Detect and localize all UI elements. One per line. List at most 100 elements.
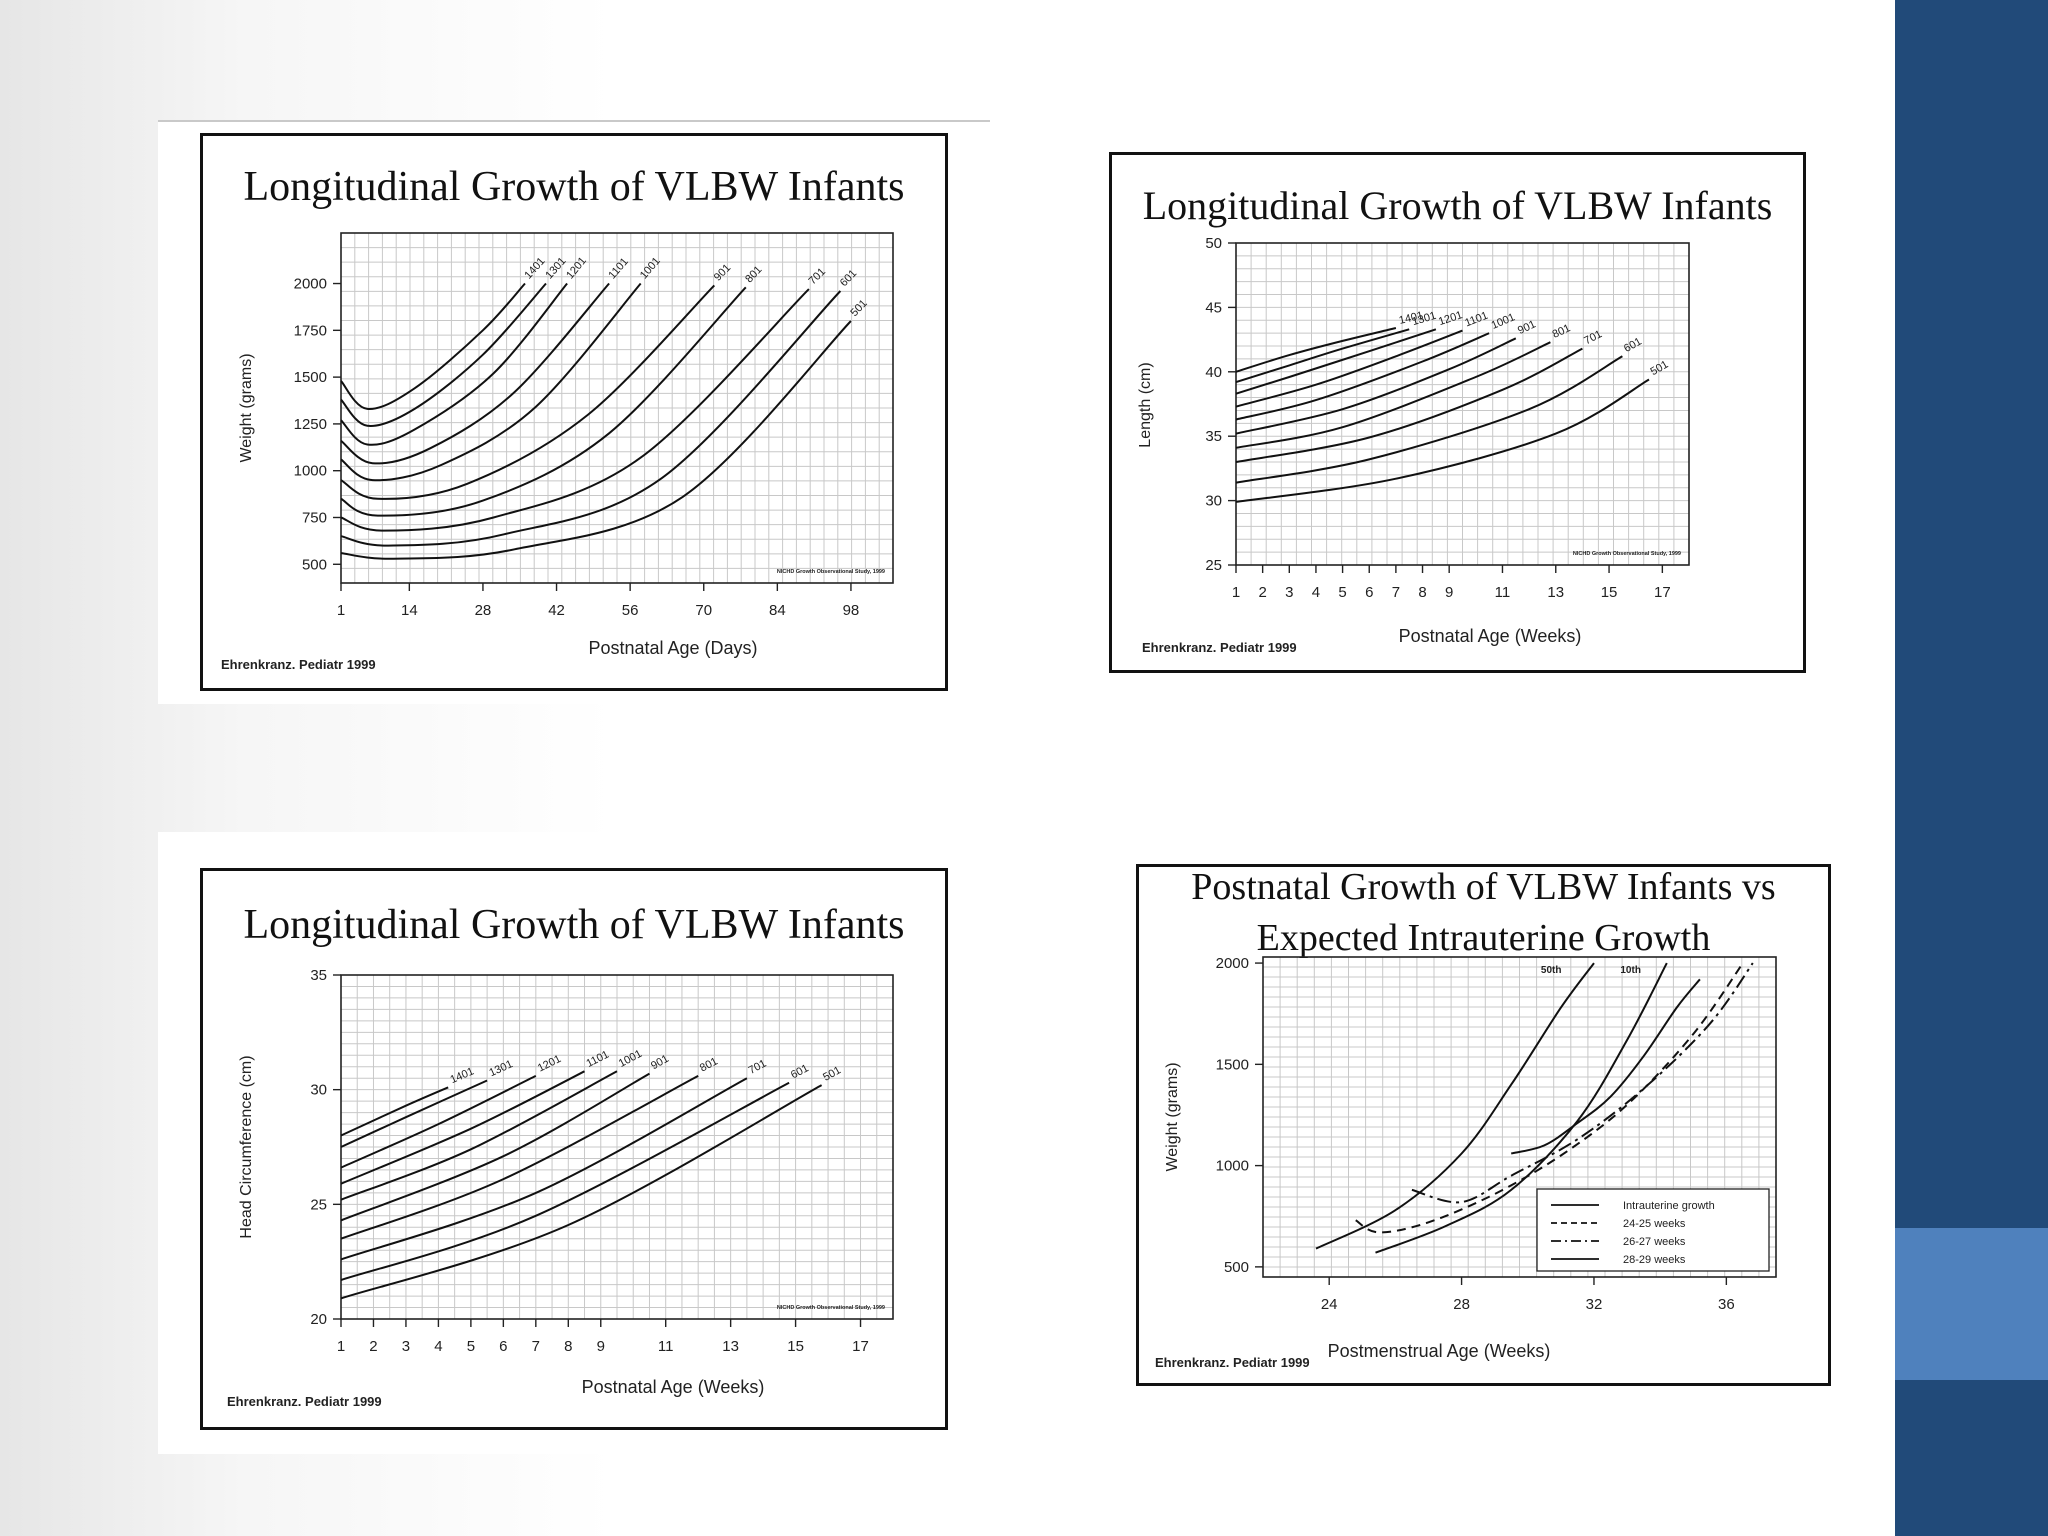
y-tick-label: 30 xyxy=(1205,493,1222,510)
y-tick-label: 1500 xyxy=(1216,1056,1249,1073)
series-line-24-25-weeks xyxy=(1355,962,1744,1234)
series-line-701 xyxy=(1235,347,1583,463)
series-line-1101 xyxy=(1235,329,1463,408)
series-label: 1401 xyxy=(1398,310,1425,327)
series-line-1301 xyxy=(1235,328,1410,384)
plot-border xyxy=(1235,242,1690,566)
x-tick-label: 9 xyxy=(1445,584,1453,601)
x-tick-label: 28 xyxy=(1453,1296,1470,1313)
x-tick-label: 15 xyxy=(1601,584,1618,601)
y-axis-label: Weight (grams) xyxy=(238,353,255,462)
series-label: 1101 xyxy=(606,256,631,282)
y-tick-label: 1500 xyxy=(294,369,327,386)
study-note: NICHD Growth Observational Study, 1999 xyxy=(777,569,885,575)
x-tick-label: 6 xyxy=(1365,584,1373,601)
x-tick-label: 6 xyxy=(499,1338,507,1355)
source-citation: Ehrenkranz. Pediatr 1999 xyxy=(1155,1355,1310,1370)
series-line-701 xyxy=(340,1077,748,1261)
x-tick-label: 11 xyxy=(658,1338,674,1355)
chart-intrauterine: 500 1000 1500 2000 24 28 32 36 Postmenstrual Age… xyxy=(1155,955,1777,1370)
series-line-intrauterine-growth-50th xyxy=(1315,962,1595,1250)
x-tick-label: 15 xyxy=(787,1338,804,1355)
x-tick-label: 17 xyxy=(1654,584,1671,601)
series-line-601 xyxy=(340,290,842,547)
chart-intrauterine-subtitle: Expected Intrauterine Growth xyxy=(1256,917,1711,959)
series-label: 601 xyxy=(838,268,859,290)
series-line-901 xyxy=(340,1072,650,1222)
series-label: 1001 xyxy=(1490,311,1517,332)
series-label: 1101 xyxy=(1463,310,1489,330)
series-line-901 xyxy=(1235,337,1517,435)
x-tick-label: 8 xyxy=(564,1338,572,1355)
y-axis-label: Head Circumference (cm) xyxy=(238,1055,255,1238)
series-line-1001 xyxy=(340,1070,618,1201)
slide-accent-block xyxy=(1895,1228,2048,1380)
x-tick-label: 7 xyxy=(532,1338,540,1355)
series-line-1401 xyxy=(340,282,526,410)
series-label: 901 xyxy=(712,262,733,284)
legend-box xyxy=(1536,1188,1770,1272)
y-tick-label: 45 xyxy=(1205,299,1222,316)
y-axis-label: Weight (grams) xyxy=(1164,1062,1181,1171)
study-note: NICHD Growth Observational Study, 1999 xyxy=(777,1305,885,1311)
x-tick-label: 24 xyxy=(1321,1296,1338,1313)
y-tick-label: 20 xyxy=(310,1311,327,1328)
series-line-1201 xyxy=(340,1075,537,1169)
y-tick-label: 40 xyxy=(1205,364,1222,381)
plot-border xyxy=(1262,956,1777,1278)
x-tick-label: 14 xyxy=(401,602,418,619)
chart-intrauterine-title: Postnatal Growth of VLBW Infants vs xyxy=(1191,866,1776,908)
x-tick-label: 56 xyxy=(622,602,639,619)
y-axis-label: Length (cm) xyxy=(1137,362,1154,447)
source-citation: Ehrenkranz. Pediatr 1999 xyxy=(1142,640,1297,655)
series-line-1201 xyxy=(340,282,568,446)
x-tick-label: 3 xyxy=(1285,584,1293,601)
legend-label: 24-25 weeks xyxy=(1623,1218,1686,1230)
y-tick-label: 35 xyxy=(310,967,327,984)
x-tick-label: 5 xyxy=(1338,584,1346,601)
series-label: 1301 xyxy=(543,255,568,281)
x-tick-label: 32 xyxy=(1586,1296,1603,1313)
series-label: 601 xyxy=(1622,335,1644,354)
y-tick-label: 1750 xyxy=(294,322,327,339)
series-line-1101 xyxy=(340,1070,585,1185)
x-tick-label: 4 xyxy=(1312,584,1320,601)
series-label: 701 xyxy=(1582,328,1604,347)
x-tick-label: 8 xyxy=(1418,584,1426,601)
series-line-801 xyxy=(340,286,747,517)
series-line-28-29-weeks xyxy=(1510,978,1701,1155)
x-tick-label: 98 xyxy=(843,602,860,619)
x-tick-label: 5 xyxy=(467,1338,475,1355)
series-label: 801 xyxy=(743,264,764,286)
x-axis-label: Postnatal Age (Weeks) xyxy=(1399,626,1582,646)
x-tick-label: 7 xyxy=(1392,584,1400,601)
x-tick-label: 17 xyxy=(852,1338,869,1355)
y-tick-label: 50 xyxy=(1205,235,1222,252)
x-tick-label: 11 xyxy=(1495,584,1511,601)
series-label: 701 xyxy=(747,1058,769,1077)
source-citation: Ehrenkranz. Pediatr 1999 xyxy=(227,1394,382,1409)
y-tick-label: 2000 xyxy=(1216,955,1249,972)
x-tick-label: 70 xyxy=(695,602,712,619)
x-tick-label: 3 xyxy=(402,1338,410,1355)
x-tick-label: 84 xyxy=(769,602,786,619)
x-tick-label: 4 xyxy=(434,1338,442,1355)
y-tick-label: 30 xyxy=(310,1082,327,1099)
series-line-701 xyxy=(340,288,810,532)
series-label: 1201 xyxy=(536,1053,563,1075)
series-label: 801 xyxy=(1551,322,1573,341)
y-tick-label: 1250 xyxy=(294,416,327,433)
series-line-1001 xyxy=(340,282,642,482)
series-line-1401 xyxy=(340,1086,449,1137)
series-line-501 xyxy=(1235,378,1650,503)
series-line-501 xyxy=(340,1084,823,1300)
study-note: NICHD Growth Observational Study, 1999 xyxy=(1573,551,1681,557)
series-label: 801 xyxy=(698,1055,720,1074)
series-label: 1201 xyxy=(564,255,589,282)
series-line-501 xyxy=(340,320,852,560)
series-line-1301 xyxy=(340,282,547,427)
chart-length-title: Longitudinal Growth of VLBW Infants xyxy=(1142,183,1773,228)
x-axis-label: Postmenstrual Age (Weeks) xyxy=(1328,1341,1551,1361)
series-line-901 xyxy=(340,284,716,500)
